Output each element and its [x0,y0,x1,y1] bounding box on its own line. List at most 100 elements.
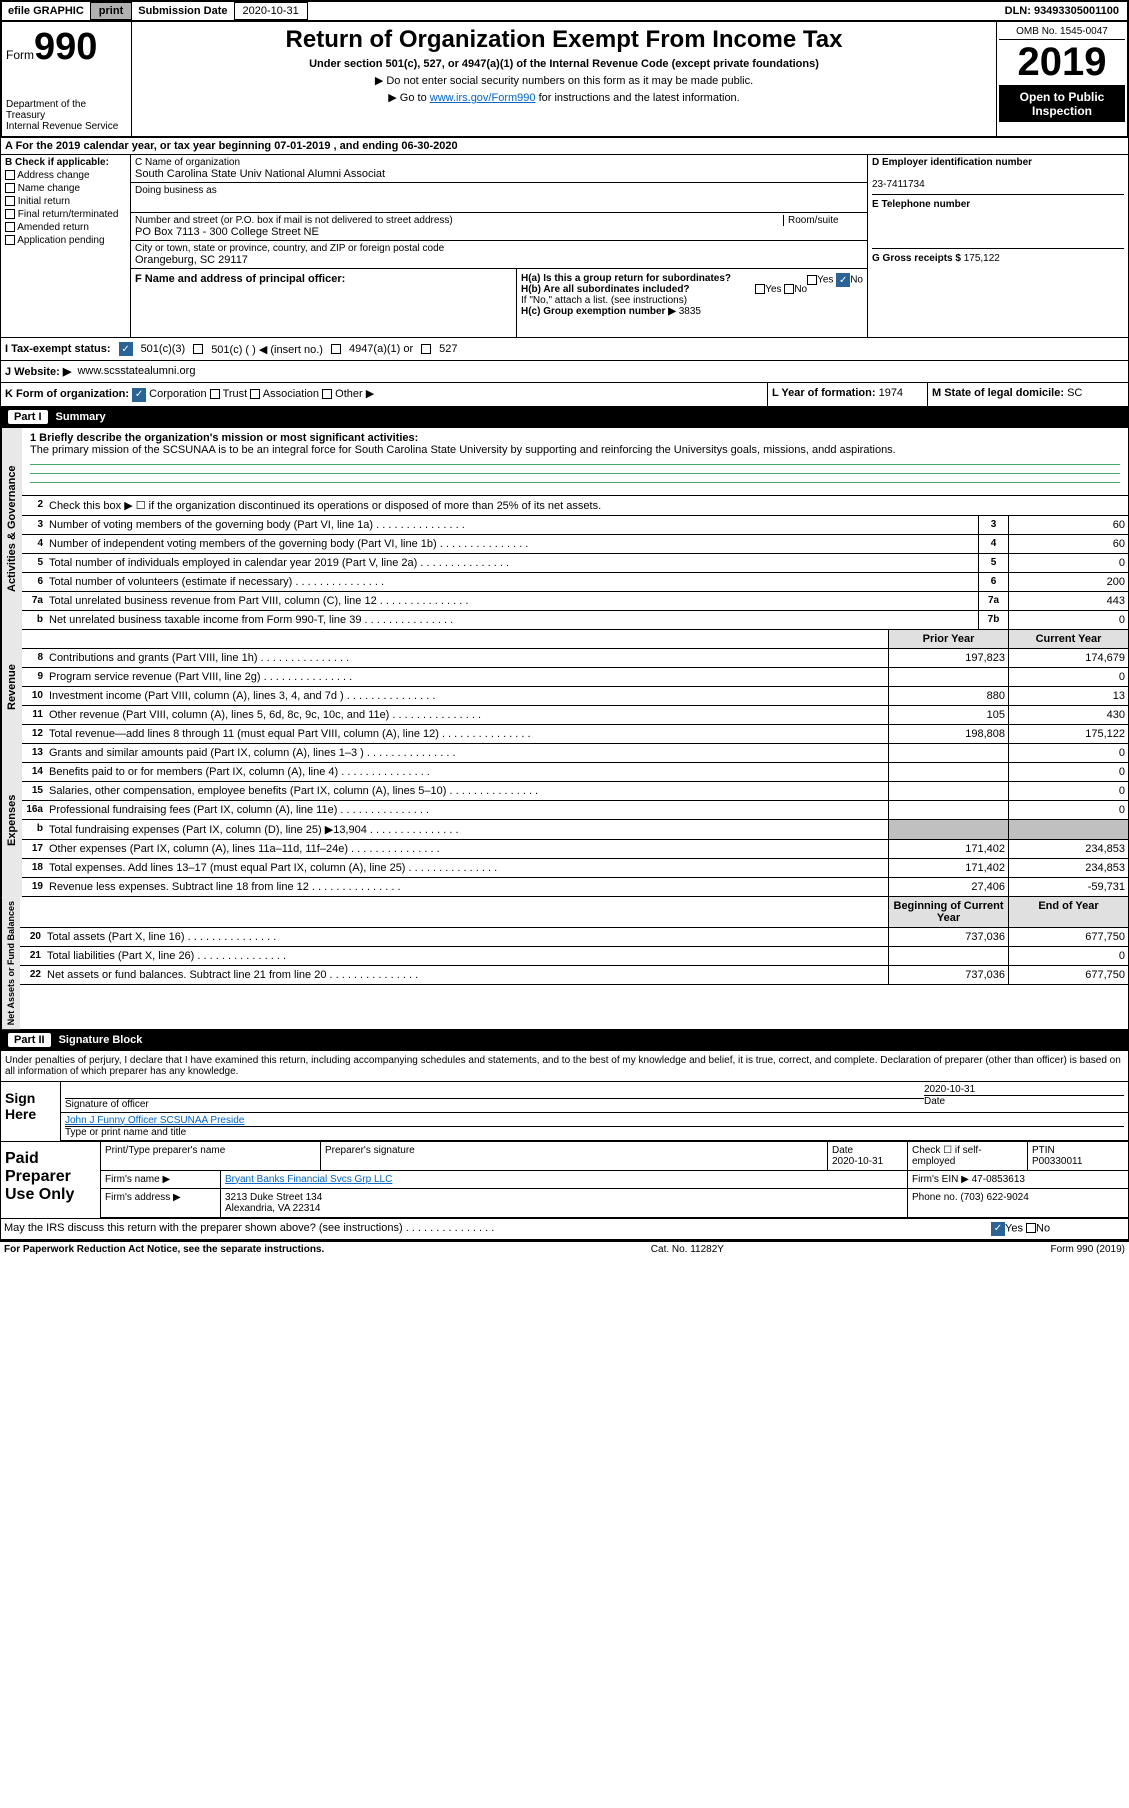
cb-527[interactable] [421,344,431,354]
current-year-header: Current Year [1008,630,1128,648]
ssn-warning: ▶ Do not enter social security numbers o… [136,74,992,87]
line-value: 60 [1008,535,1128,553]
omb-number: OMB No. 1545-0047 [999,24,1125,40]
line-box: 6 [978,573,1008,591]
part1-title: Summary [56,411,106,423]
goto-post: for instructions and the latest informat… [536,92,740,104]
cb-name[interactable] [5,183,15,193]
tax-year: 2019 [999,40,1125,86]
gross-value: 175,122 [964,253,1000,264]
prior-value: 197,823 [888,649,1008,667]
officer-name[interactable]: John J Funny Officer SCSUNAA Preside [65,1115,244,1126]
m-value: SC [1067,387,1082,399]
vert-netassets: Net Assets or Fund Balances [1,897,20,1029]
line-desc: Other expenses (Part IX, column (A), lin… [46,840,888,858]
current-value: 677,750 [1008,966,1128,984]
ha-yes[interactable] [807,275,817,285]
ha-no[interactable]: ✓ [836,273,850,287]
prior-value: 737,036 [888,966,1008,984]
form-org-row: K Form of organization: ✓ Corporation Tr… [0,383,1129,407]
part1-label: Part I [8,410,48,424]
prior-value [888,782,1008,800]
cb-pending[interactable] [5,235,15,245]
line2-text: Check this box ▶ ☐ if the organization d… [46,496,1128,515]
discuss-yes-cb[interactable]: ✓ [991,1222,1005,1236]
prior-value [888,668,1008,686]
current-value: 174,679 [1008,649,1128,667]
cb-501c[interactable] [193,344,203,354]
form990-link[interactable]: www.irs.gov/Form990 [430,92,536,104]
hc-label: H(c) Group exemption number ▶ [521,306,676,317]
part2-header: Part II Signature Block [0,1030,1129,1050]
prior-value: 171,402 [888,840,1008,858]
line-value: 0 [1008,611,1128,629]
goto-pre: ▶ Go to [388,92,429,104]
print-button[interactable]: print [90,2,132,20]
f-label: F Name and address of principal officer: [135,273,512,333]
cb-address[interactable] [5,170,15,180]
section-bcd: B Check if applicable: Address change Na… [0,155,1129,338]
line-value: 0 [1008,554,1128,572]
line-desc: Total number of individuals employed in … [46,554,978,572]
ein-label: D Employer identification number [872,157,1032,168]
subtitle: Under section 501(c), 527, or 4947(a)(1)… [136,58,992,70]
line-desc: Total expenses. Add lines 13–17 (must eq… [46,859,888,877]
part1-header: Part I Summary [0,407,1129,427]
hb-yes[interactable] [755,284,765,294]
top-bar: efile GRAPHIC print Submission Date 2020… [0,0,1129,22]
dba-label: Doing business as [135,185,863,196]
submission-date: 2020-10-31 [234,2,308,20]
cb-trust[interactable] [210,389,220,399]
l-value: 1974 [879,387,903,399]
sig-date-label: Date [924,1095,1124,1107]
current-value: 0 [1008,668,1128,686]
city-label: City or town, state or province, country… [135,243,863,254]
line-desc: Program service revenue (Part VIII, line… [46,668,888,686]
discuss-no-cb[interactable] [1026,1223,1036,1233]
tel-label: E Telephone number [872,199,970,210]
part2-label: Part II [8,1033,51,1047]
org-name: South Carolina State Univ National Alumn… [135,168,863,180]
org-city: Orangeburg, SC 29117 [135,254,863,266]
open-public-badge: Open to Public Inspection [999,86,1125,122]
hb-no[interactable] [784,284,794,294]
ha-label: H(a) Is this a group return for subordin… [521,273,731,284]
dln-label: DLN: 93493305001100 [997,3,1127,19]
line-desc: Total fundraising expenses (Part IX, col… [46,820,888,839]
l-label: L Year of formation: [772,387,876,399]
cb-other[interactable] [322,389,332,399]
current-value: 234,853 [1008,840,1128,858]
cb-final[interactable] [5,209,15,219]
current-value: -59,731 [1008,878,1128,896]
firm-name[interactable]: Bryant Banks Financial Svcs Grp LLC [225,1174,392,1185]
ein-value: 23-7411734 [872,179,925,190]
prior-value: 171,402 [888,859,1008,877]
prep-date: 2020-10-31 [832,1156,883,1167]
b-header: B Check if applicable: [5,157,126,168]
grey-cell [1008,820,1128,839]
cb-initial[interactable] [5,196,15,206]
discuss-label: May the IRS discuss this return with the… [4,1222,403,1234]
cb-4947[interactable] [331,344,341,354]
main-title: Return of Organization Exempt From Incom… [136,26,992,54]
grey-cell [888,820,1008,839]
current-value: 0 [1008,744,1128,762]
firm-ein: 47-0853613 [972,1174,1025,1185]
part2-title: Signature Block [59,1034,143,1046]
form-footer: Form 990 (2019) [1051,1244,1125,1255]
c-name-label: C Name of organization [135,157,863,168]
row-a-period: A For the 2019 calendar year, or tax yea… [0,138,1129,155]
line-value: 60 [1008,516,1128,534]
ptin-value: P00330011 [1032,1156,1082,1167]
current-value: 13 [1008,687,1128,705]
cb-corp[interactable]: ✓ [132,388,146,402]
cb-assoc[interactable] [250,389,260,399]
line-box: 4 [978,535,1008,553]
phone-label: Phone no. [912,1192,958,1203]
cb-501c3[interactable]: ✓ [119,342,133,356]
dept-label: Department of the Treasury Internal Reve… [6,99,127,132]
current-value: 234,853 [1008,859,1128,877]
sig-date: 2020-10-31 [924,1084,1124,1095]
firm-addr: 3213 Duke Street 134 [225,1192,322,1203]
cb-amended[interactable] [5,222,15,232]
